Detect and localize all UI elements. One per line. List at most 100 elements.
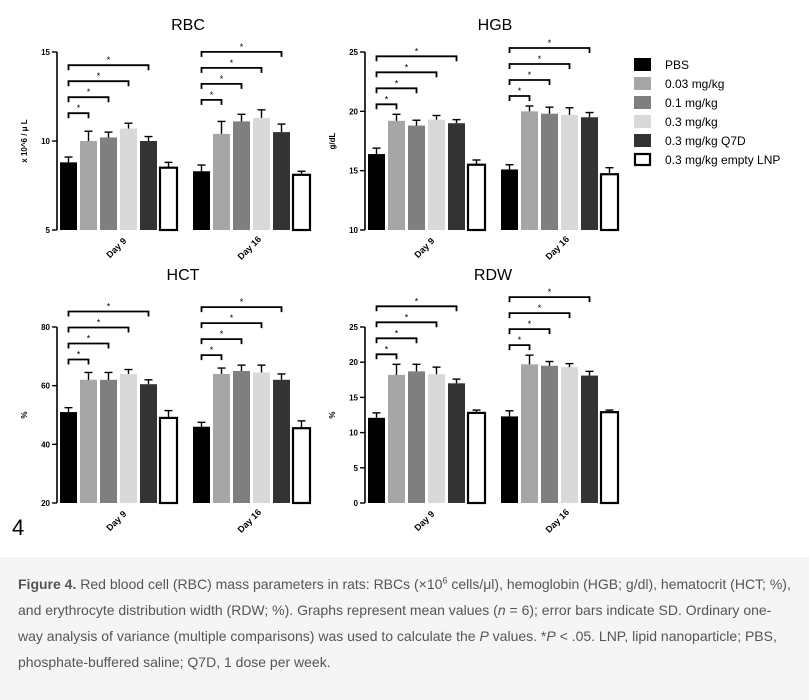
bar xyxy=(253,117,270,230)
bar xyxy=(140,384,157,503)
caption-p-symbol-2: P xyxy=(546,628,556,644)
significance-bracket xyxy=(200,98,223,105)
chart-panel-hct: HCT 20 40 60 80% Day 9 * * * * Day 16 * * * * xyxy=(20,267,312,535)
x-category-label: Day 16 xyxy=(236,507,264,535)
significance-bracket xyxy=(508,344,531,351)
legend-label: 0.3 mg/kg xyxy=(665,115,718,129)
significance-star: * xyxy=(385,94,389,104)
chart-panel-hgb: HGB 10 15 20 25 g/dL Day 9 * * * * Day 16 * * * * xyxy=(328,17,620,262)
significance-bracket xyxy=(375,337,418,344)
significance-bracket xyxy=(67,64,150,71)
significance-star: * xyxy=(415,46,419,56)
bar xyxy=(466,163,487,232)
significance-star: * xyxy=(240,42,244,52)
legend-swatch xyxy=(634,115,651,128)
significance-star: * xyxy=(405,312,409,322)
significance-star: * xyxy=(220,74,224,84)
bar xyxy=(193,426,210,503)
significance-bracket xyxy=(508,312,571,319)
x-category-label: Day 9 xyxy=(412,509,436,533)
x-category-label: Day 9 xyxy=(104,236,128,260)
significance-bracket xyxy=(375,87,418,94)
significance-bracket xyxy=(375,103,398,110)
significance-bracket xyxy=(200,66,263,73)
chart-title: RBC xyxy=(171,17,205,34)
significance-bracket xyxy=(67,80,130,87)
significance-bracket xyxy=(508,47,591,53)
significance-star: * xyxy=(518,86,522,96)
significance-bracket xyxy=(200,50,283,57)
bar xyxy=(100,137,117,230)
significance-star: * xyxy=(548,38,552,48)
y-tick-label: 15 xyxy=(349,393,358,402)
bar xyxy=(213,373,230,503)
bar xyxy=(233,371,250,503)
bar xyxy=(521,364,538,503)
y-tick-label: 20 xyxy=(41,499,50,508)
y-tick-label: 5 xyxy=(354,464,359,473)
significance-bracket xyxy=(508,79,551,85)
significance-star: * xyxy=(385,344,389,354)
caption-text-2: cells/μl), hemoglobin (HGB; g/dl), hemat… xyxy=(18,576,791,618)
significance-star: * xyxy=(395,328,399,338)
y-tick-label: 10 xyxy=(349,429,358,438)
chart-title: RDW xyxy=(474,267,513,284)
significance-bracket xyxy=(67,358,90,365)
bar xyxy=(561,114,578,230)
y-tick-label: 0 xyxy=(354,499,359,508)
significance-bracket xyxy=(375,321,438,328)
bar xyxy=(273,379,290,503)
y-tick-label: 10 xyxy=(349,226,358,235)
legend-swatch xyxy=(633,152,652,167)
significance-star: * xyxy=(528,319,532,329)
significance-star: * xyxy=(77,350,81,360)
significance-bracket xyxy=(200,338,243,345)
legend-label: PBS xyxy=(665,58,689,72)
bar xyxy=(80,141,97,230)
figure-caption: Figure 4. Red blood cell (RBC) mass para… xyxy=(0,557,809,700)
significance-bracket xyxy=(67,310,150,317)
y-tick-label: 15 xyxy=(349,167,358,176)
legend-label: 0.3 mg/kg Q7D xyxy=(665,134,746,148)
legend-label: 0.1 mg/kg xyxy=(665,96,718,110)
significance-bracket xyxy=(67,342,110,349)
significance-star: * xyxy=(230,313,234,323)
significance-star: * xyxy=(528,70,532,80)
bar xyxy=(60,162,77,230)
chart-panel-rdw: RDW 0 5 10 15 20 25% Day 9 * * * * Day 16 * * * * xyxy=(328,267,620,535)
bar xyxy=(368,417,385,503)
y-tick-label: 20 xyxy=(349,358,358,367)
legend-swatch xyxy=(634,77,651,90)
bar xyxy=(448,123,465,230)
significance-bracket xyxy=(508,328,551,335)
significance-bracket xyxy=(508,63,571,69)
legend-label: 0.3 mg/kg empty LNP xyxy=(665,153,780,167)
significance-star: * xyxy=(77,103,81,113)
significance-star: * xyxy=(97,318,101,328)
bar xyxy=(60,412,77,503)
y-tick-label: 40 xyxy=(41,440,50,449)
y-tick-label: 25 xyxy=(349,323,358,332)
bar xyxy=(408,125,425,230)
y-axis-label: x 10^6 / μ L xyxy=(20,119,29,162)
significance-star: * xyxy=(548,287,552,297)
caption-text-3: = 6); error bars indicate SD. Ordinary o… xyxy=(18,602,772,644)
bar xyxy=(273,132,290,230)
x-category-label: Day 16 xyxy=(544,507,572,535)
significance-star: * xyxy=(107,55,111,65)
y-tick-label: 20 xyxy=(349,107,358,116)
legend-label: 0.03 mg/kg xyxy=(665,77,724,91)
bar xyxy=(291,427,312,505)
bar xyxy=(581,375,598,503)
y-axis-label: g/dL xyxy=(328,132,337,149)
significance-bracket xyxy=(67,112,90,119)
significance-star: * xyxy=(240,297,244,307)
bar xyxy=(233,121,250,230)
bar xyxy=(541,365,558,503)
bar xyxy=(466,411,487,505)
y-tick-label: 15 xyxy=(41,48,50,57)
bar xyxy=(521,111,538,230)
significance-bracket xyxy=(200,82,243,89)
bar xyxy=(599,411,620,505)
